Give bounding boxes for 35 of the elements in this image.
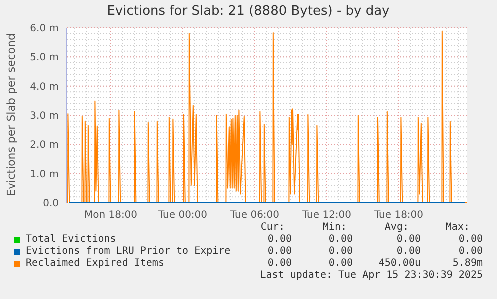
x-tick-label: Tue 12:00	[301, 210, 352, 222]
text: 0.00	[268, 246, 292, 258]
y-tick-label: 0.0	[43, 198, 59, 210]
x-tick-label: Tue 06:00	[229, 210, 280, 222]
text: 0.00	[328, 234, 353, 246]
text: 450.00u	[378, 258, 421, 270]
text: 0.00	[396, 234, 421, 246]
text: 0.00	[268, 234, 292, 246]
text: 0.00	[458, 246, 483, 258]
text: Cur:	[260, 222, 285, 234]
text: 0.00	[328, 246, 353, 258]
y-axis-title: Evictions per Slab per second	[5, 34, 18, 196]
y-tick-label: 1.0 m	[30, 169, 59, 180]
legend-label: Evictions from LRU Prior to Expire	[26, 246, 231, 258]
y-tick-label: 5.0 m	[30, 52, 59, 64]
y-tick-label: 6.0 m	[30, 24, 59, 35]
text: 0.00	[396, 246, 421, 258]
text: Last update: Tue Apr 15 23:30:39 2025	[260, 270, 483, 282]
x-tick-label: Mon 18:00	[84, 210, 138, 222]
text: Avg:	[384, 222, 409, 234]
y-tick-label: 4.0 m	[30, 82, 59, 93]
x-tick-label: Tue 18:00	[373, 210, 424, 222]
legend-label: Total Evictions	[26, 234, 116, 246]
text: 0.00	[328, 258, 353, 270]
chart-title: Evictions for Slab: 21 (8880 Bytes) - by day	[106, 4, 391, 19]
text: Max:	[446, 222, 470, 234]
y-tick-label: 3.0 m	[30, 111, 59, 122]
y-tick-label: 2.0 m	[30, 140, 59, 152]
text: Min:	[322, 222, 347, 234]
legend-label: Reclaimed Expired Items	[26, 258, 164, 270]
text: 0.00	[268, 258, 292, 270]
x-tick-label: Tue 00:00	[157, 210, 208, 222]
text: 5.89m	[452, 258, 483, 270]
text: 0.00	[458, 234, 483, 246]
line-series	[68, 30, 467, 203]
